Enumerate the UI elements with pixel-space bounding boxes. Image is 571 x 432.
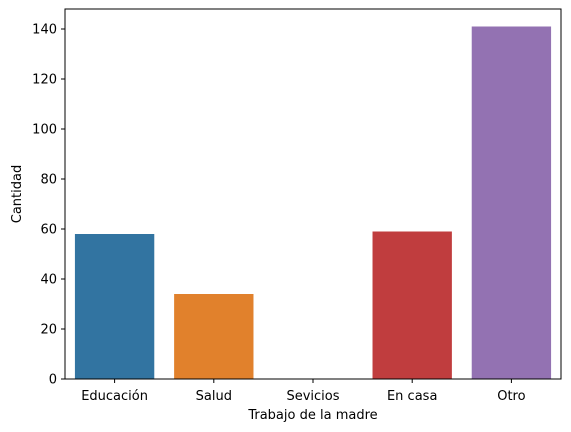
y-tick-label: 120 (32, 73, 57, 88)
bars-group (74, 26, 552, 379)
bar-Otro (471, 26, 552, 379)
y-axis-ticks: 0 20 40 60 80 100 120 140 (32, 23, 65, 388)
x-tick-label: En casa (387, 389, 437, 404)
x-tick-label: Salud (196, 389, 232, 404)
y-tick-label: 140 (32, 23, 57, 38)
y-tick-label: 100 (32, 123, 57, 138)
x-axis-label: Trabajo de la madre (247, 408, 377, 423)
y-tick-label: 0 (49, 373, 57, 388)
bar-Salud (174, 294, 254, 379)
x-tick-label: Sevicios (286, 389, 339, 404)
x-tick-label: Otro (497, 389, 525, 404)
y-tick-label: 80 (40, 173, 57, 188)
y-tick-label: 40 (40, 273, 57, 288)
plot-frame (64, 8, 562, 380)
y-tick-label: 60 (40, 223, 57, 238)
y-tick-label: 20 (40, 323, 57, 338)
x-tick-label: Educación (81, 389, 148, 404)
bar-En casa (372, 231, 452, 379)
y-axis-label: Cantidad (10, 165, 25, 223)
bar-Educación (74, 234, 155, 379)
x-axis-ticks: Educación Salud Sevicios En casa Otro (81, 379, 526, 404)
